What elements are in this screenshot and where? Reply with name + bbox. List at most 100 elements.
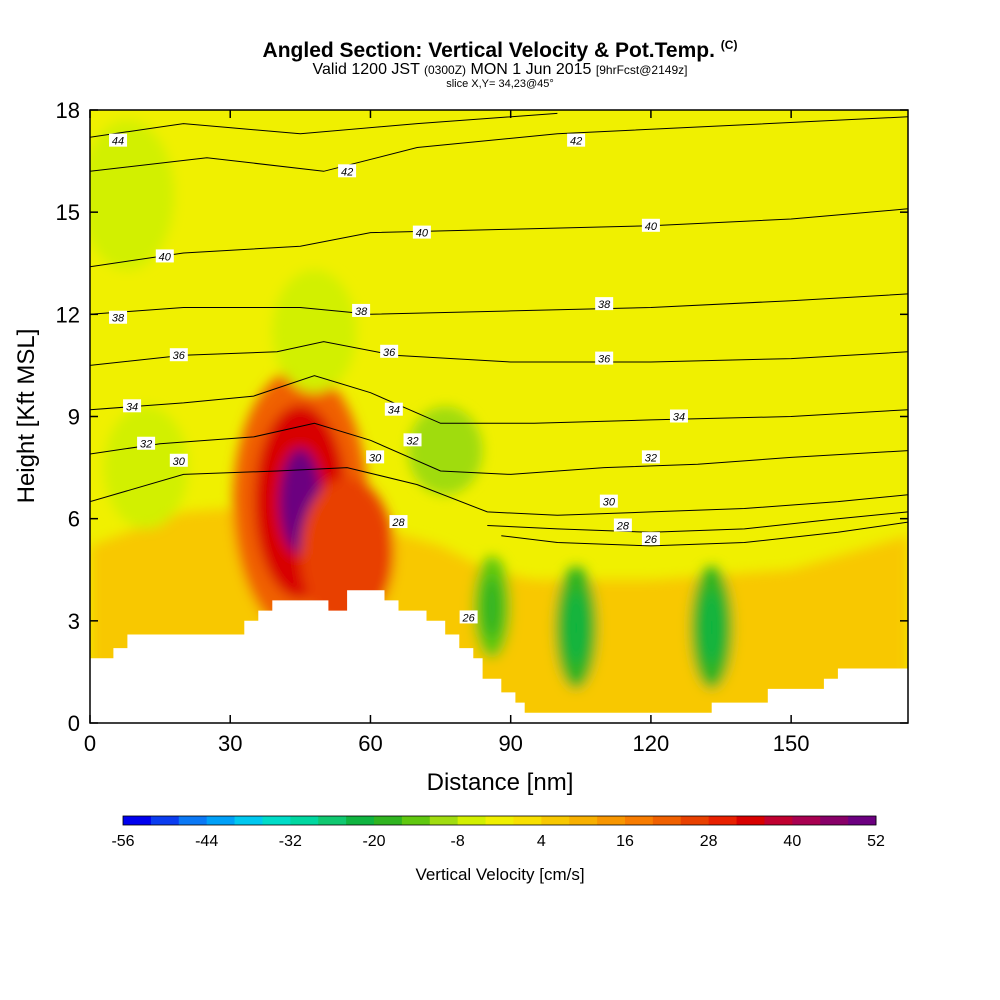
downdraft-core bbox=[565, 590, 587, 665]
colorbar-tick-label: -8 bbox=[451, 833, 465, 850]
y-tick-label: 3 bbox=[68, 609, 80, 634]
colorbar-tick-label: 16 bbox=[616, 833, 634, 850]
contour-label-bg bbox=[389, 515, 408, 529]
contour-label-text: 42 bbox=[341, 166, 353, 178]
colorbar-swatch bbox=[513, 816, 542, 825]
contour-label-text: 40 bbox=[645, 221, 658, 233]
contour-label: 30 bbox=[599, 494, 618, 509]
chart-title: Angled Section: Vertical Velocity & Pot.… bbox=[262, 38, 738, 62]
y-tick-label: 6 bbox=[68, 507, 80, 532]
contour-label-bg bbox=[169, 348, 188, 362]
downdraft-core bbox=[482, 576, 502, 638]
colorbar-tick-label: 52 bbox=[867, 833, 885, 850]
contour-label-bg bbox=[641, 218, 660, 232]
y-tick-label: 18 bbox=[56, 98, 80, 123]
colorbar-swatch bbox=[262, 816, 291, 825]
contour-label-text: 32 bbox=[140, 439, 152, 451]
contour-label: 34 bbox=[669, 409, 688, 424]
colorbar-swatch bbox=[150, 816, 180, 825]
isentrope-40 bbox=[90, 208, 908, 268]
colorbar-tick-label: -56 bbox=[111, 833, 134, 850]
contour-labels: 44 42 42 40 40 40 38 38 38 36 36 36 34 34 34 32 32 32 30 30… bbox=[109, 133, 688, 624]
contour-label-text: 34 bbox=[673, 412, 685, 424]
contour-label-bg bbox=[412, 225, 431, 239]
contour-label-bg bbox=[137, 436, 156, 450]
isentrope-42 bbox=[90, 116, 908, 172]
contour-label: 38 bbox=[595, 297, 614, 311]
contour-label-text: 38 bbox=[112, 313, 125, 325]
contour-label-text: 34 bbox=[388, 405, 400, 417]
y-axis-label: Height [Kft MSL] bbox=[13, 329, 40, 504]
x-tick-label: 90 bbox=[498, 731, 522, 756]
colorbar-swatch bbox=[374, 816, 403, 825]
contour-label-bg bbox=[169, 453, 188, 467]
contour-label: 26 bbox=[641, 532, 660, 546]
contour-label: 40 bbox=[641, 218, 660, 233]
contour-label-bg bbox=[123, 399, 142, 413]
x-tick-label: 120 bbox=[633, 731, 670, 756]
contour-label: 32 bbox=[641, 450, 660, 464]
contour-label-text: 38 bbox=[598, 299, 611, 311]
contour-label-bg bbox=[595, 297, 614, 311]
colorbar-swatch bbox=[234, 816, 263, 825]
colorbar-swatch bbox=[401, 816, 431, 825]
isentrope-34 bbox=[90, 375, 908, 424]
colorbar-swatch bbox=[318, 816, 347, 825]
contour-label-bg bbox=[155, 249, 174, 263]
velocity-cell bbox=[90, 120, 175, 271]
contour-label-text: 28 bbox=[391, 517, 405, 529]
colorbar-tick-label: 28 bbox=[700, 833, 718, 850]
isentrope-26 bbox=[501, 521, 908, 547]
colorbar-swatch bbox=[708, 816, 738, 825]
contour-label-text: 32 bbox=[645, 452, 657, 464]
downdraft-core bbox=[701, 590, 723, 665]
colorbar-frame bbox=[122, 815, 877, 826]
contour-label: 44 bbox=[109, 133, 128, 148]
colorbar-tick-label: 40 bbox=[783, 833, 801, 850]
contour-label-bg bbox=[641, 532, 660, 546]
y-tick-label: 0 bbox=[68, 711, 80, 736]
y-tick-label: 9 bbox=[68, 405, 80, 430]
slice-label: slice X,Y= 34,23@45° bbox=[446, 78, 554, 90]
contour-label-text: 36 bbox=[173, 350, 186, 362]
contour-label-bg bbox=[459, 610, 478, 624]
colorbar-tick-label: -32 bbox=[279, 833, 302, 850]
colorbar-swatch bbox=[429, 816, 459, 825]
isentrope-30 bbox=[90, 467, 908, 516]
colorbar-swatch bbox=[625, 816, 654, 825]
contour-label-bg bbox=[352, 303, 371, 317]
contour-label: 40 bbox=[155, 249, 174, 263]
contour-label-text: 30 bbox=[369, 452, 382, 464]
contour-label: 38 bbox=[109, 310, 128, 325]
contour-label: 34 bbox=[384, 402, 403, 417]
colorbar-swatch bbox=[652, 816, 682, 825]
contour-label-text: 40 bbox=[159, 251, 172, 263]
colorbar-label: Vertical Velocity [cm/s] bbox=[415, 865, 584, 884]
x-tick-label: 30 bbox=[218, 731, 242, 756]
contour-label-bg bbox=[595, 351, 614, 365]
contour-label: 42 bbox=[567, 133, 586, 148]
x-tick-label: 0 bbox=[84, 731, 96, 756]
contour-label-bg bbox=[599, 494, 618, 508]
colorbar-swatch bbox=[206, 816, 236, 825]
contour-label-text: 30 bbox=[173, 456, 186, 468]
colorbar-swatch bbox=[792, 816, 821, 825]
velocity-cell bbox=[407, 406, 483, 495]
contour-label: 38 bbox=[352, 303, 371, 318]
colorbar-swatch bbox=[123, 816, 152, 825]
colorbar-tick-label: -44 bbox=[195, 833, 218, 850]
contour-label-text: 36 bbox=[598, 354, 611, 366]
velocity-cell bbox=[300, 477, 394, 628]
contour-label-text: 32 bbox=[406, 435, 418, 447]
colorbar-swatch bbox=[457, 816, 487, 825]
chart-subtitle: Valid 1200 JST (0300Z) MON 1 Jun 2015 [9… bbox=[312, 61, 688, 78]
colorbar-swatch bbox=[178, 816, 208, 825]
isentrope-28 bbox=[487, 511, 908, 533]
colorbar-swatch bbox=[346, 816, 375, 825]
colorbar-swatch bbox=[290, 816, 319, 825]
contour-label-text: 44 bbox=[112, 136, 124, 148]
contour-label: 28 bbox=[613, 518, 632, 532]
contour-label-text: 26 bbox=[461, 612, 475, 624]
velocity-cell bbox=[104, 406, 189, 529]
